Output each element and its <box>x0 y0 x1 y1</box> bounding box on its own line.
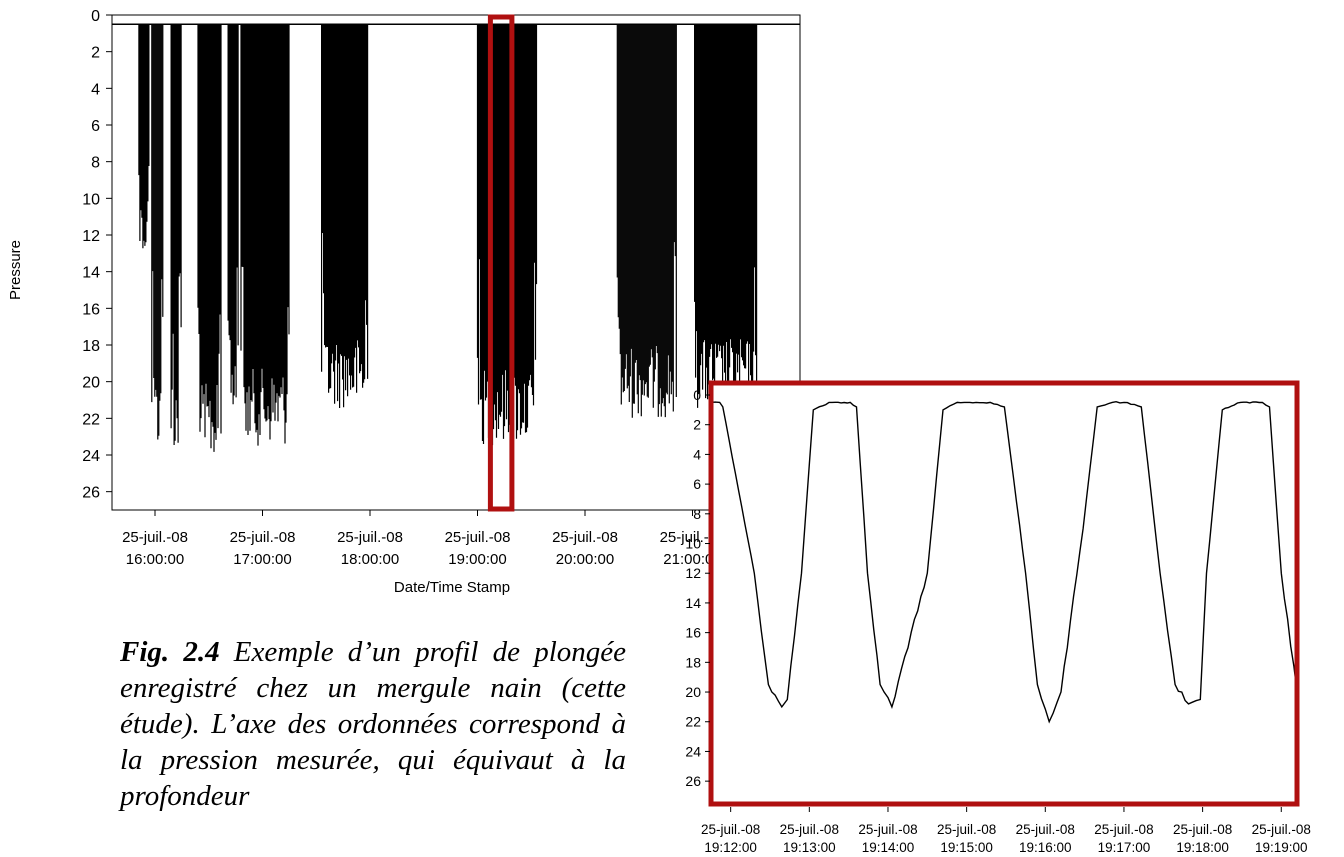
y-tick-label: 4 <box>693 446 701 462</box>
dive-bout <box>227 24 239 405</box>
x-tick-time: 21:00:00 <box>663 551 721 568</box>
figure-caption: Fig. 2.4 Exemple d’un profil de plongée … <box>120 634 626 814</box>
y-tick-label: 26 <box>685 773 701 789</box>
y-tick-label: 20 <box>685 684 701 700</box>
y-tick-label: 22 <box>82 411 100 428</box>
x-tick-time: 19:17:00 <box>1098 840 1151 855</box>
x-axis: 25-juil.-08 16:00:00 25-juil.-08 17:00:00 25… <box>122 510 725 568</box>
highlight-box <box>487 14 515 512</box>
x-tick-time: 19:13:00 <box>783 840 836 855</box>
dive-bout <box>476 24 538 446</box>
y-tick-label: 6 <box>91 118 100 135</box>
y-tick-label: 6 <box>693 476 701 492</box>
dive-bout <box>616 24 677 418</box>
y-tick-label: 10 <box>685 536 701 552</box>
x-tick-time: 19:14:00 <box>862 840 915 855</box>
x-tick-date: 25-juil.-08 <box>701 822 760 837</box>
y-tick-label: 14 <box>82 265 100 282</box>
x-tick-date: 25-juil.-08 <box>937 822 996 837</box>
y-axis-label: Pressure <box>7 240 24 300</box>
dive-bout <box>240 24 290 446</box>
y-tick-label: 0 <box>693 387 701 403</box>
x-tick-time: 19:15:00 <box>940 840 993 855</box>
x-tick-date: 25-juil.-08 <box>122 529 188 546</box>
y-tick-label: 8 <box>91 155 100 172</box>
y-tick-label: 16 <box>685 625 701 641</box>
x-tick-date: 25-juil.-08 <box>1016 822 1075 837</box>
x-tick-time: 20:00:00 <box>556 551 614 568</box>
x-tick-time: 19:12:00 <box>704 840 757 855</box>
x-tick-date: 25-juil.-08 <box>780 822 839 837</box>
x-tick-time: 19:00:00 <box>448 551 506 568</box>
y-tick-label: 16 <box>82 301 100 318</box>
y-tick-label: 4 <box>91 81 100 98</box>
dive-bouts <box>138 24 758 452</box>
x-tick-date: 25-juil.-08 <box>230 529 296 546</box>
x-axis: 25-juil.-08 19:12:00 25-juil.-08 19:13:00 25… <box>701 807 1311 855</box>
y-tick-label: 10 <box>82 191 100 208</box>
y-tick-label: 12 <box>82 228 100 245</box>
y-tick-label: 18 <box>82 338 100 355</box>
x-tick-date: 25-juil.-08 <box>1252 822 1311 837</box>
x-tick-time: 18:00:00 <box>341 551 399 568</box>
y-tick-label: 2 <box>693 417 701 433</box>
x-tick-time: 19:18:00 <box>1176 840 1229 855</box>
y-tick-label: 24 <box>82 448 100 465</box>
y-tick-label: 8 <box>693 506 701 522</box>
y-tick-label: 14 <box>685 595 701 611</box>
plot-frame <box>111 14 801 511</box>
x-tick-date: 25-juil.-08 <box>445 529 511 546</box>
y-tick-label: 0 <box>91 8 100 25</box>
x-tick-date: 25-juil.-08 <box>1094 822 1153 837</box>
y-tick-label: 18 <box>685 654 701 670</box>
pressure-line <box>710 400 1298 724</box>
y-tick-label: 20 <box>82 375 100 392</box>
x-tick-date: 25-juil.-08 <box>337 529 403 546</box>
caption-label: Fig. 2.4 <box>120 636 220 668</box>
detail-frame <box>708 380 1300 807</box>
dive-bout <box>321 24 369 408</box>
y-tick-label: 24 <box>685 743 701 759</box>
x-tick-time: 17:00:00 <box>233 551 291 568</box>
x-tick-time: 19:19:00 <box>1255 840 1308 855</box>
x-axis-label: Date/Time Stamp <box>394 579 510 596</box>
x-tick-date: 25-juil.-08 <box>552 529 618 546</box>
dive-bout <box>151 24 164 440</box>
detail-background <box>711 383 1297 804</box>
dive-bout <box>170 24 182 445</box>
x-tick-date: 25-juil.-08 <box>858 822 917 837</box>
dive-bout <box>693 24 758 408</box>
dive-bout <box>197 24 222 452</box>
y-tick-label: 2 <box>91 45 100 62</box>
dive-bout <box>138 24 150 249</box>
caption-text: Exemple d’un profil de plongée enregistr… <box>120 636 626 812</box>
x-tick-time: 19:16:00 <box>1019 840 1072 855</box>
y-tick-label: 26 <box>82 485 100 502</box>
overview-chart: Pressure Date/Time Stamp 024681012141618… <box>7 8 801 596</box>
x-tick-date: 25-juil.-08 <box>1173 822 1232 837</box>
y-tick-label: 22 <box>685 714 701 730</box>
x-tick-time: 16:00:00 <box>126 551 184 568</box>
y-tick-label: 12 <box>685 565 701 581</box>
